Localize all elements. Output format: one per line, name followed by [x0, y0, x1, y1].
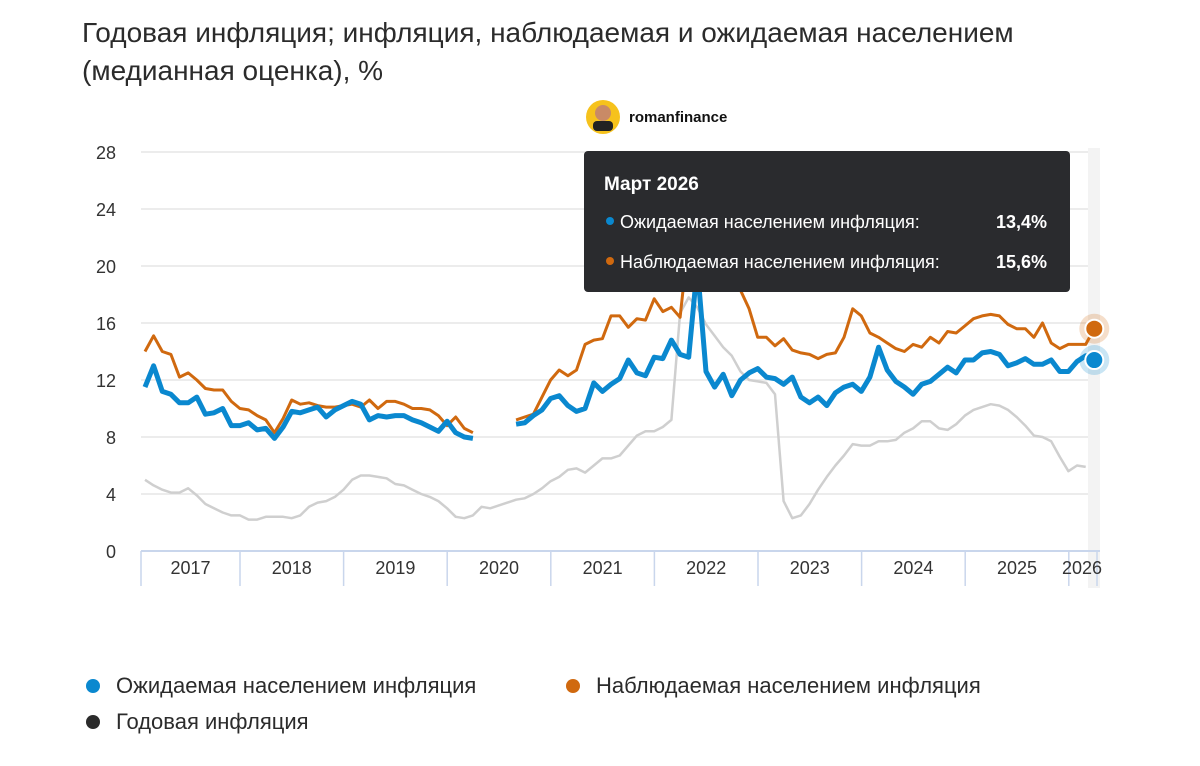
y-tick-label: 24 — [96, 200, 116, 220]
x-tick-label: 2020 — [479, 558, 519, 578]
legend-item-expected[interactable]: Ожидаемая населением инфляция — [86, 673, 476, 699]
tooltip-dot-expected — [606, 217, 614, 225]
y-tick-label: 16 — [96, 314, 116, 334]
hover-marker-expected — [1084, 350, 1105, 371]
legend-label: Ожидаемая населением инфляция — [116, 673, 477, 698]
x-tick-label: 2024 — [893, 558, 933, 578]
x-tick-label: 2026 — [1062, 558, 1102, 578]
legend-item-observed[interactable]: Наблюдаемая населением инфляция — [566, 673, 981, 699]
tooltip-value-observed: 15,6% — [996, 252, 1047, 272]
y-tick-label: 12 — [96, 371, 116, 391]
legend-label: Годовая инфляция — [116, 709, 309, 734]
x-tick-label: 2022 — [686, 558, 726, 578]
y-tick-label: 0 — [106, 542, 116, 562]
chart-title: Годовая инфляция; инфляция, наблюдаемая … — [82, 17, 1014, 86]
watermark-text: romanfinance — [629, 109, 727, 126]
legend-dot-icon — [86, 715, 100, 729]
tooltip-label-expected: Ожидаемая населением инфляция: — [620, 212, 920, 232]
x-tick-label: 2021 — [583, 558, 623, 578]
tooltip-label-observed: Наблюдаемая населением инфляция: — [620, 252, 940, 272]
tooltip-value-expected: 13,4% — [996, 212, 1047, 232]
x-tick-label: 2025 — [997, 558, 1037, 578]
x-tick-label: 2018 — [272, 558, 312, 578]
legend-dot-icon — [86, 679, 100, 693]
series-line-annual — [144, 296, 1086, 521]
y-tick-label: 20 — [96, 257, 116, 277]
legend-label: Наблюдаемая населением инфляция — [596, 673, 981, 698]
hover-marker-observed — [1084, 318, 1105, 339]
y-tick-label: 4 — [106, 485, 116, 505]
series-line-expected — [142, 263, 1096, 441]
x-tick-label: 2017 — [170, 558, 210, 578]
tooltip-dot-observed — [606, 257, 614, 265]
legend-item-annual[interactable]: Годовая инфляция — [86, 709, 309, 735]
tooltip: Март 2026 Ожидаемая населением инфляция:… — [584, 151, 1070, 292]
x-tick-label: 2019 — [375, 558, 415, 578]
y-tick-label: 8 — [106, 428, 116, 448]
legend-dot-icon — [566, 679, 580, 693]
x-tick-label: 2023 — [790, 558, 830, 578]
watermark: romanfinance — [586, 100, 727, 134]
tooltip-header: Март 2026 — [604, 174, 699, 195]
y-tick-label: 28 — [96, 143, 116, 163]
series-line-observed — [143, 236, 1096, 435]
